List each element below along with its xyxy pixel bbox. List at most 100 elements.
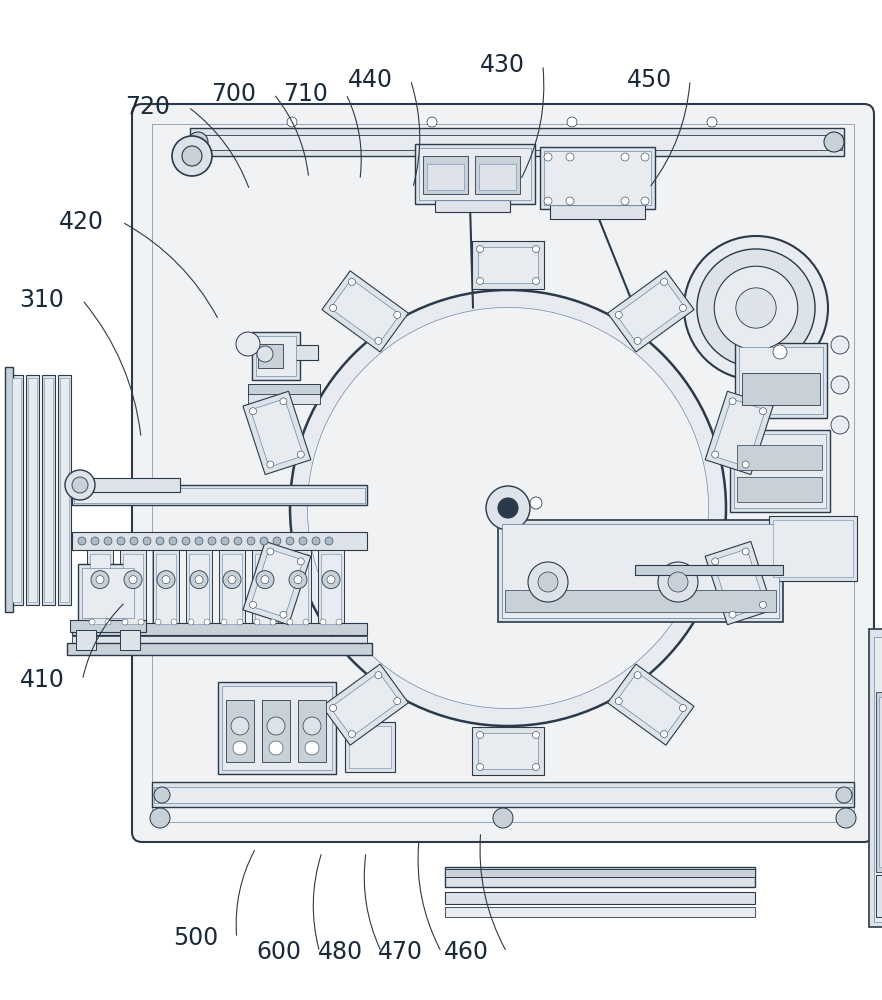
Circle shape [221, 537, 229, 545]
Text: 720: 720 [125, 95, 170, 119]
Circle shape [831, 416, 849, 434]
Circle shape [327, 576, 335, 584]
Bar [730, 430, 830, 512]
Circle shape [375, 672, 382, 679]
Circle shape [322, 571, 340, 589]
Bar [90, 554, 110, 624]
Circle shape [312, 537, 320, 545]
Circle shape [260, 537, 268, 545]
Bar [713, 399, 766, 467]
Circle shape [157, 571, 175, 589]
Bar [349, 726, 391, 768]
Circle shape [237, 619, 243, 625]
Circle shape [280, 611, 287, 618]
Bar [222, 686, 332, 770]
Bar [475, 156, 520, 194]
Circle shape [117, 537, 125, 545]
Bar [540, 147, 655, 209]
Bar [12, 378, 21, 602]
Circle shape [661, 730, 668, 737]
Bar [879, 697, 882, 867]
Circle shape [566, 197, 574, 205]
Bar [82, 568, 134, 618]
Text: 430: 430 [480, 53, 525, 77]
Circle shape [129, 576, 137, 584]
Bar [737, 477, 822, 502]
Circle shape [297, 451, 304, 458]
Bar [26, 375, 39, 605]
Bar [734, 434, 826, 508]
Bar [478, 733, 538, 769]
Bar [345, 722, 395, 772]
Circle shape [250, 601, 257, 608]
Bar [192, 135, 842, 150]
Bar [435, 200, 510, 212]
Bar [419, 148, 531, 200]
Circle shape [616, 698, 623, 705]
Bar [123, 554, 143, 624]
Circle shape [679, 705, 686, 712]
Circle shape [208, 537, 216, 545]
Bar [74, 488, 365, 503]
Circle shape [729, 398, 736, 405]
Bar [78, 564, 138, 622]
Circle shape [105, 619, 111, 625]
Circle shape [233, 741, 247, 755]
Bar [10, 375, 23, 605]
Bar [258, 344, 283, 368]
Bar [87, 550, 113, 628]
Circle shape [303, 717, 321, 735]
Bar [58, 375, 71, 605]
Circle shape [679, 304, 686, 311]
Circle shape [616, 311, 623, 318]
Bar [616, 672, 685, 737]
Bar [498, 520, 783, 622]
Bar [735, 343, 827, 418]
Bar [445, 907, 755, 917]
Circle shape [72, 477, 88, 493]
Bar [152, 124, 854, 822]
Circle shape [836, 787, 852, 803]
Bar [255, 554, 275, 624]
Bar [218, 682, 336, 774]
Bar [321, 554, 341, 624]
Circle shape [621, 197, 629, 205]
Bar [252, 332, 300, 380]
Bar [737, 445, 822, 470]
Text: 410: 410 [19, 668, 64, 692]
Circle shape [172, 136, 212, 176]
Bar [154, 787, 852, 803]
Text: 420: 420 [59, 210, 104, 234]
Bar [243, 391, 310, 475]
Circle shape [544, 153, 552, 161]
Bar [156, 554, 176, 624]
Bar [190, 128, 844, 156]
Circle shape [297, 558, 304, 565]
Bar [298, 700, 326, 762]
Circle shape [182, 146, 202, 166]
Text: 480: 480 [318, 940, 363, 964]
Bar [256, 336, 296, 376]
Circle shape [714, 266, 797, 350]
Circle shape [280, 398, 287, 405]
Bar [268, 345, 318, 360]
Circle shape [621, 153, 629, 161]
Bar [44, 378, 53, 602]
Bar [445, 892, 755, 904]
Circle shape [320, 619, 326, 625]
Circle shape [267, 717, 285, 735]
Circle shape [348, 279, 355, 286]
Circle shape [247, 537, 255, 545]
Circle shape [533, 764, 540, 770]
Bar [248, 394, 320, 404]
Circle shape [736, 288, 776, 328]
Circle shape [661, 279, 668, 286]
Bar [742, 373, 820, 405]
Bar [322, 664, 408, 745]
Bar [415, 144, 535, 204]
Circle shape [231, 717, 249, 735]
Circle shape [267, 461, 273, 468]
Bar [5, 367, 13, 612]
Bar [705, 391, 773, 475]
Bar [250, 549, 303, 617]
